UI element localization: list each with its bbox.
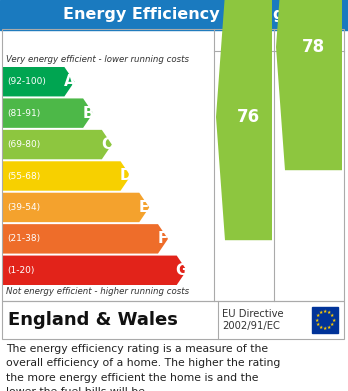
Polygon shape bbox=[216, 0, 272, 240]
Text: Very energy efficient - lower running costs: Very energy efficient - lower running co… bbox=[6, 56, 189, 65]
Text: C: C bbox=[101, 137, 112, 152]
Polygon shape bbox=[2, 224, 168, 254]
Text: ★: ★ bbox=[316, 313, 320, 318]
Text: England & Wales: England & Wales bbox=[8, 311, 178, 329]
Bar bbox=[2, 301, 344, 339]
Text: D: D bbox=[119, 169, 132, 183]
Text: ★: ★ bbox=[318, 325, 323, 330]
Bar bbox=[312, 307, 338, 333]
Text: Potential: Potential bbox=[286, 35, 332, 45]
Polygon shape bbox=[2, 161, 130, 191]
Text: A: A bbox=[64, 74, 75, 89]
Polygon shape bbox=[2, 130, 112, 159]
Text: ★: ★ bbox=[323, 326, 327, 331]
Text: (55-68): (55-68) bbox=[7, 172, 40, 181]
Text: 78: 78 bbox=[302, 38, 325, 56]
Text: E: E bbox=[139, 200, 150, 215]
Text: Energy Efficiency Rating: Energy Efficiency Rating bbox=[63, 7, 285, 23]
Text: (1-20): (1-20) bbox=[7, 266, 34, 275]
Text: EU Directive
2002/91/EC: EU Directive 2002/91/EC bbox=[222, 309, 284, 331]
Bar bbox=[0, 0, 348, 30]
Text: F: F bbox=[158, 231, 168, 246]
Text: ★: ★ bbox=[330, 313, 334, 318]
Polygon shape bbox=[2, 99, 93, 128]
Text: (69-80): (69-80) bbox=[7, 140, 40, 149]
Text: The energy efficiency rating is a measure of the
overall efficiency of a home. T: The energy efficiency rating is a measur… bbox=[6, 344, 280, 391]
Text: ★: ★ bbox=[327, 325, 331, 330]
Text: (39-54): (39-54) bbox=[7, 203, 40, 212]
Text: (92-100): (92-100) bbox=[7, 77, 46, 86]
Text: 76: 76 bbox=[237, 108, 260, 126]
Text: ★: ★ bbox=[314, 317, 319, 323]
Text: B: B bbox=[82, 106, 94, 121]
Polygon shape bbox=[2, 67, 74, 97]
Text: ★: ★ bbox=[316, 322, 320, 327]
Text: G: G bbox=[175, 263, 188, 278]
Text: (81-91): (81-91) bbox=[7, 109, 40, 118]
Text: ★: ★ bbox=[331, 317, 335, 323]
Polygon shape bbox=[2, 256, 187, 285]
Text: (21-38): (21-38) bbox=[7, 234, 40, 243]
Text: Current: Current bbox=[224, 35, 264, 45]
Text: ★: ★ bbox=[323, 309, 327, 314]
Text: ★: ★ bbox=[318, 310, 323, 315]
Text: ★: ★ bbox=[330, 322, 334, 327]
Text: Not energy efficient - higher running costs: Not energy efficient - higher running co… bbox=[6, 287, 189, 296]
Bar bbox=[2, 29, 344, 301]
Polygon shape bbox=[276, 0, 342, 170]
Text: ★: ★ bbox=[327, 310, 331, 315]
Polygon shape bbox=[2, 193, 149, 222]
